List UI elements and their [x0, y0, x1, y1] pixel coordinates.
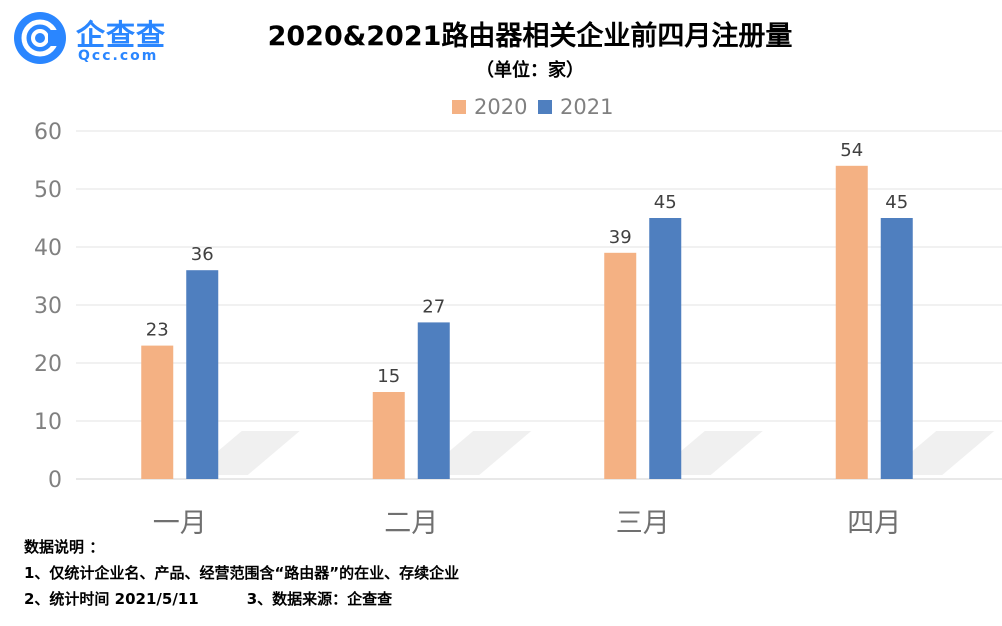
- x-tick-label: 一月: [153, 508, 207, 539]
- data-label: 27: [422, 296, 445, 317]
- notes-line-1: 1、仅统计企业名、产品、经营范围含“路由器”的在业、存续企业: [24, 564, 460, 582]
- qcc-logo-icon: [14, 12, 66, 64]
- y-tick-label: 20: [34, 352, 62, 377]
- data-label: 45: [885, 192, 908, 213]
- bar-2021-4: [880, 218, 913, 479]
- data-label: 23: [146, 320, 169, 341]
- y-tick-label: 60: [34, 120, 62, 145]
- data-label: 39: [609, 227, 632, 248]
- y-tick-label: 0: [48, 468, 62, 493]
- chart-subtitle: （单位：家）: [476, 60, 584, 81]
- notes-date: 2、统计时间 2021/5/11: [24, 590, 199, 608]
- legend-swatch: [538, 100, 552, 114]
- bar-2020-2: [372, 392, 405, 479]
- bar-2021-2: [417, 322, 450, 479]
- data-label: 15: [377, 366, 400, 387]
- bar-2020-4: [835, 165, 868, 480]
- notes-line-2: 2、统计时间 2021/5/11 3、数据来源：企查查: [24, 586, 459, 612]
- y-tick-label: 30: [34, 294, 62, 319]
- data-label: 36: [191, 244, 214, 265]
- qcc-logo: 企查查 Qcc.com: [14, 10, 174, 68]
- data-label: 45: [654, 192, 677, 213]
- x-tick-label: 四月: [847, 508, 901, 539]
- y-tick-label: 10: [34, 410, 62, 435]
- notes-heading: 数据说明 ：: [24, 538, 105, 556]
- x-tick-label: 二月: [384, 508, 438, 539]
- data-notes: 数据说明 ： 1、仅统计企业名、产品、经营范围含“路由器”的在业、存续企业 2、…: [24, 534, 459, 612]
- logo-brand-domain: Qcc.com: [78, 48, 159, 64]
- y-tick-label: 50: [34, 178, 62, 203]
- y-tick-label: 40: [34, 236, 62, 261]
- notes-source: 3、数据来源：企查查: [246, 590, 393, 608]
- legend-label: 2021: [560, 95, 613, 119]
- logo-brand-name: 企查查: [76, 18, 167, 52]
- chart-title: 2020&2021路由器相关企业前四月注册量: [267, 21, 793, 52]
- legend-label: 2020: [474, 95, 527, 119]
- legend-swatch: [452, 100, 466, 114]
- bar-2020-1: [141, 345, 174, 479]
- bar-2020-3: [604, 252, 637, 479]
- data-label: 54: [840, 140, 863, 161]
- x-tick-label: 三月: [616, 508, 670, 539]
- bar-2021-3: [649, 218, 682, 479]
- bar-2021-1: [186, 270, 219, 479]
